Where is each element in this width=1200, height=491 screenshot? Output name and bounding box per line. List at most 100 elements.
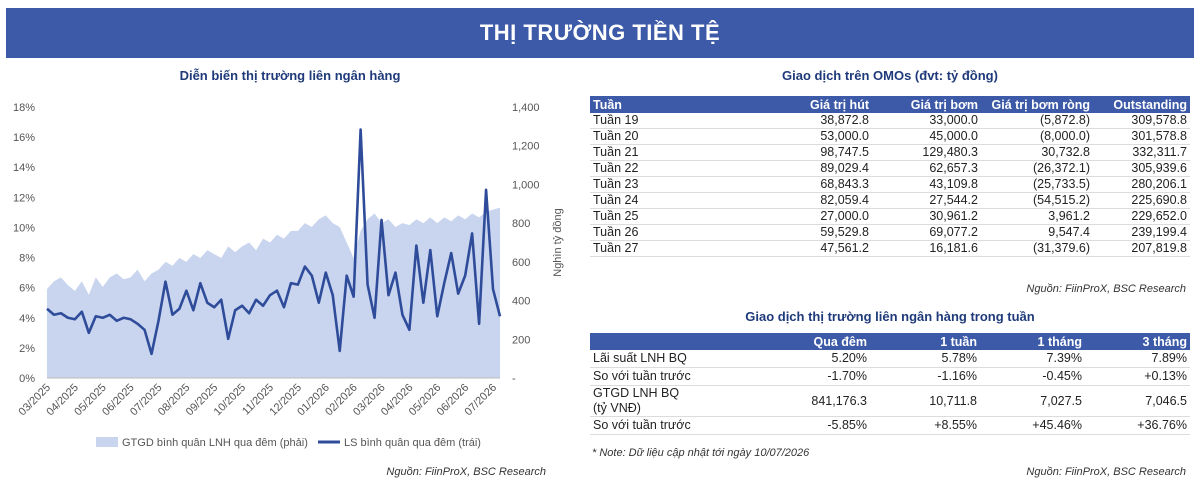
- column-header: 1 tuần: [870, 333, 980, 350]
- y-tick-label: 6%: [19, 283, 35, 295]
- page-title: THỊ TRƯỜNG TIỀN TỆ: [6, 8, 1194, 58]
- table-cell: 7.89%: [1085, 350, 1190, 368]
- table-cell: 305,939.6: [1093, 160, 1190, 177]
- column-header: Outstanding: [1093, 96, 1190, 113]
- column-header: 3 tháng: [1085, 333, 1190, 350]
- interbank-source: Nguồn: FiinProX, BSC Research: [1026, 466, 1186, 478]
- table-row: Tuần 24 82,059.4 27,544.2 (54,515.2) 225,690…: [590, 192, 1190, 209]
- y2-tick-label: 800: [512, 218, 530, 230]
- table-cell: 280,206.1: [1093, 176, 1190, 193]
- table-cell: 9,547.4: [981, 224, 1093, 241]
- row-label: Tuần 24: [590, 192, 720, 209]
- table-cell: 7,027.5: [980, 385, 1085, 417]
- chart: 0% 2% 4% 6% 8% 10% 12% 14% 16% 18% - 200 400 600 800 1,…: [13, 102, 564, 449]
- table-row: Tuần 20 53,000.0 45,000.0 (8,000.0) 301,578.…: [590, 128, 1190, 145]
- row-label: So với tuần trước: [590, 416, 720, 435]
- table-cell: 5.78%: [870, 350, 980, 368]
- table-cell: (31,379.6): [981, 240, 1093, 257]
- y-tick-label: 12%: [13, 192, 35, 204]
- row-label: Tuần 20: [590, 128, 720, 145]
- y2-tick-label: 600: [512, 257, 530, 269]
- column-header: Giá trị bơm: [872, 96, 981, 113]
- table-cell: 7,046.5: [1085, 385, 1190, 417]
- y-tick-label: 4%: [19, 313, 35, 325]
- table-cell: -0.45%: [980, 367, 1085, 386]
- table-row: GTGD LNH BQ (tỷ VNĐ) 841,176.3 10,711.8 7,0…: [590, 385, 1190, 417]
- table-cell: 62,657.3: [872, 160, 981, 177]
- table-cell: 129,480.3: [872, 144, 981, 161]
- column-header: Giá trị bơm ròng: [981, 96, 1093, 113]
- column-header: [590, 333, 720, 350]
- column-header: Qua đêm: [720, 333, 870, 350]
- table-cell: 89,029.4: [720, 160, 872, 177]
- y-tick-label: 8%: [19, 253, 35, 265]
- y2-tick-label: 400: [512, 296, 530, 308]
- header-row: Tuần Giá trị hút Giá trị bơm Giá trị bơm rò…: [590, 96, 1190, 113]
- table-row: Tuần 22 89,029.4 62,657.3 (26,372.1) 305,939…: [590, 160, 1190, 177]
- y-tick-label: 14%: [13, 162, 35, 174]
- table-cell: -5.85%: [720, 416, 870, 435]
- table-cell: 68,843.3: [720, 176, 872, 193]
- legend-label: LS bình quân qua đêm (trái): [344, 437, 481, 449]
- table-cell: 16,181.6: [872, 240, 981, 257]
- table-cell: 225,690.8: [1093, 192, 1190, 209]
- table-cell: 10,711.8: [870, 385, 980, 417]
- table-cell: 229,652.0: [1093, 208, 1190, 225]
- legend-swatch: [96, 437, 118, 447]
- table-cell: 45,000.0: [872, 128, 981, 145]
- y2-axis-label: Nghìn tỷ đồng: [552, 208, 564, 277]
- table-cell: (26,372.1): [981, 160, 1093, 177]
- column-header: Giá trị hút: [720, 96, 872, 113]
- table-cell: 239,199.4: [1093, 224, 1190, 241]
- interbank-title: Giao dịch thị trường liên ngân hàng tron…: [745, 309, 1035, 324]
- row-label: GTGD LNH BQ (tỷ VNĐ): [590, 385, 720, 417]
- row-label: Tuần 21: [590, 144, 720, 161]
- row-label: Tuần 27: [590, 240, 720, 257]
- table-cell: 53,000.0: [720, 128, 872, 145]
- chart-source: Nguồn: FiinProX, BSC Research: [386, 466, 546, 478]
- table-cell: (25,733.5): [981, 176, 1093, 193]
- table-cell: 98,747.5: [720, 144, 872, 161]
- row-label: Tuần 25: [590, 208, 720, 225]
- table-cell: 69,077.2: [872, 224, 981, 241]
- y2-tick-label: -: [512, 373, 516, 385]
- row-label: Lãi suất LNH BQ: [590, 350, 720, 368]
- row-label: Tuần 22: [590, 160, 720, 177]
- table-cell: +36.76%: [1085, 416, 1190, 435]
- table-cell: 33,000.0: [872, 113, 981, 129]
- table-cell: 30,961.2: [872, 208, 981, 225]
- y-tick-label: 18%: [13, 102, 35, 114]
- y2-tick-label: 1,000: [512, 179, 540, 191]
- row-label: Tuần 26: [590, 224, 720, 241]
- table-cell: +8.55%: [870, 416, 980, 435]
- table-cell: +45.46%: [980, 416, 1085, 435]
- table-cell: 309,578.8: [1093, 113, 1190, 129]
- table-row: Tuần 19 38,872.8 33,000.0 (5,872.8) 309,578.…: [590, 113, 1190, 129]
- table-cell: 3,961.2: [981, 208, 1093, 225]
- table-row: Tuần 23 68,843.3 43,109.8 (25,733.5) 280,206…: [590, 176, 1190, 193]
- y2-tick-label: 1,200: [512, 141, 540, 153]
- y2-tick-label: 200: [512, 334, 530, 346]
- table-cell: 82,059.4: [720, 192, 872, 209]
- table-cell: -1.16%: [870, 367, 980, 386]
- omo-table: Tuần Giá trị hút Giá trị bơm Giá trị bơm rò…: [590, 96, 1190, 257]
- table-cell: 5.20%: [720, 350, 870, 368]
- chart-title: Diễn biến thị trường liên ngân hàng: [179, 68, 401, 83]
- row-label: Tuần 23: [590, 176, 720, 193]
- row-label: Tuần 19: [590, 113, 720, 129]
- line-series: [46, 128, 502, 356]
- table-cell: 43,109.8: [872, 176, 981, 193]
- column-header: 1 tháng: [980, 333, 1085, 350]
- omo-title: Giao dịch trên OMOs (đvt: tỷ đồng): [782, 68, 998, 83]
- table-cell: -1.70%: [720, 367, 870, 386]
- table-cell: (54,515.2): [981, 192, 1093, 209]
- y-tick-label: 10%: [13, 222, 35, 234]
- table-row: So với tuần trước -1.70% -1.16% -0.45% +0.13…: [590, 367, 1190, 386]
- table-cell: 27,544.2: [872, 192, 981, 209]
- table-cell: 207,819.8: [1093, 240, 1190, 257]
- header-row: Qua đêm 1 tuần 1 tháng 3 tháng: [590, 333, 1190, 350]
- table-row: Tuần 27 47,561.2 16,181.6 (31,379.6) 207,819…: [590, 240, 1190, 257]
